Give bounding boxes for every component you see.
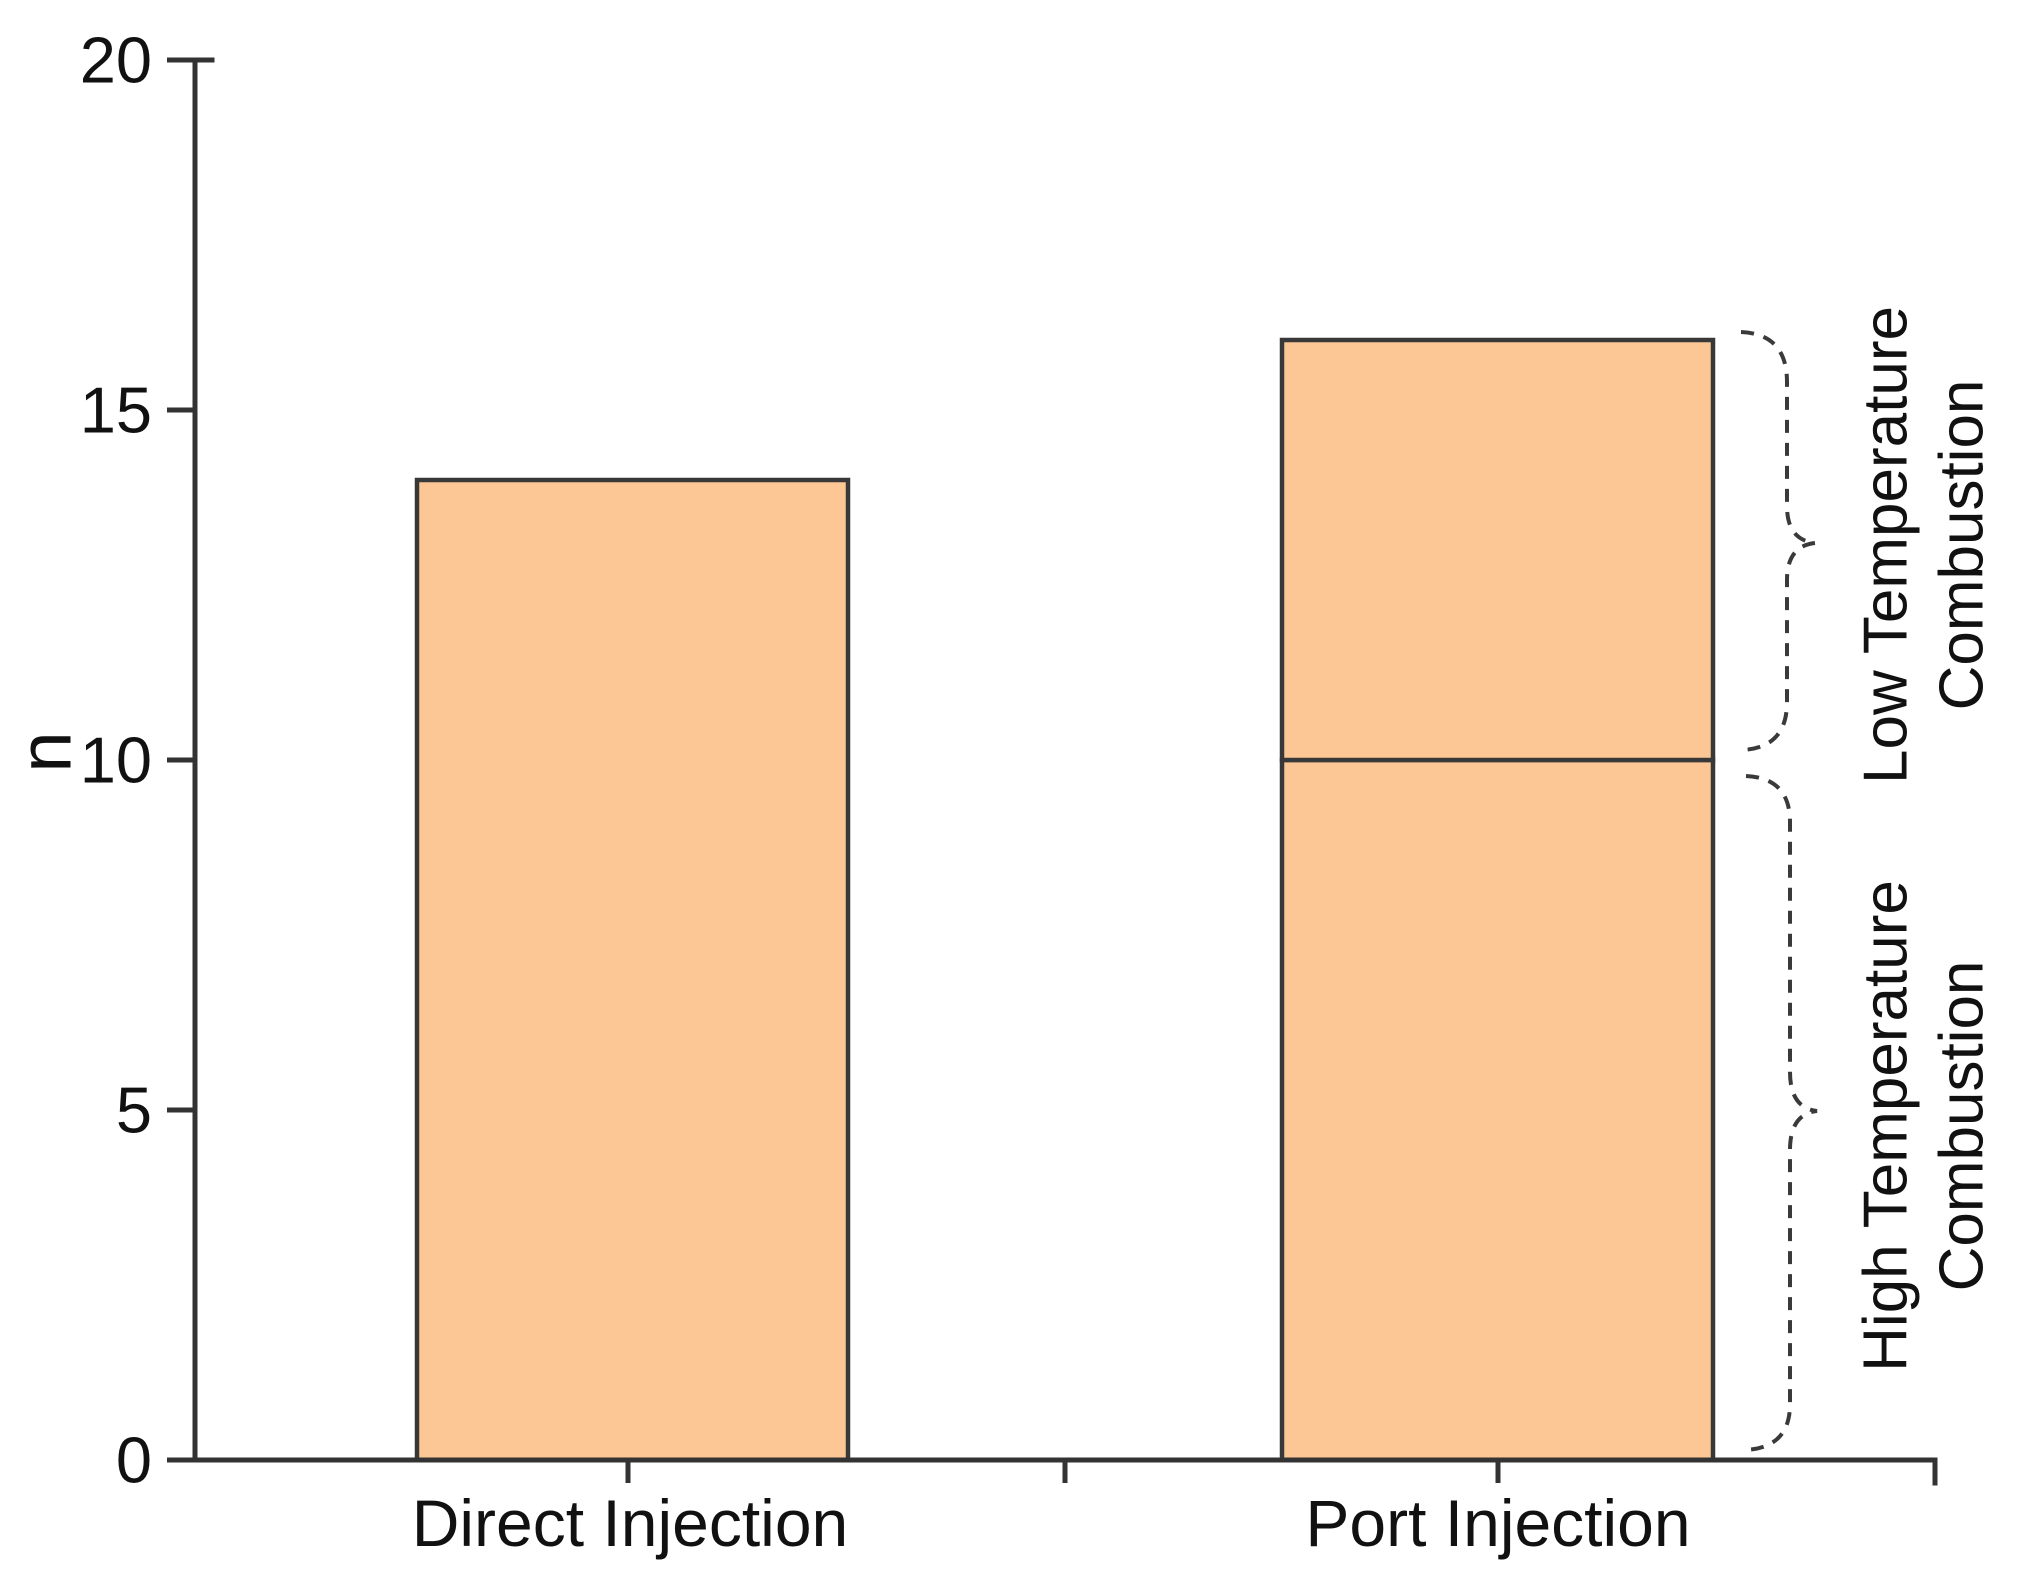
bar-segment [1279,337,1716,763]
bar-direct-injection [414,477,851,1463]
annotation-low-temperature-line1: Low Temperature [1852,306,1921,784]
y-tick-label-5: 5 [116,1074,152,1147]
y-tick-label-15: 15 [80,374,152,447]
bar-port-injection [1279,337,1716,1463]
category-label-direct-injection: Direct Injection [412,1486,849,1560]
annotation-high-temperature-line2: Combustion [1928,961,1997,1292]
brace-low-temperature-combustion [1740,330,1816,752]
y-tick-label-10: 10 [80,724,152,797]
bar-segment [414,477,851,1463]
annotation-low-temperature-line2: Combustion [1928,380,1997,711]
y-tick-label-20: 20 [80,24,152,97]
category-label-port-injection: Port Injection [1305,1486,1690,1560]
annotation-high-temperature-line1: High Temperature [1852,880,1921,1372]
bar-segment [1279,757,1716,1463]
y-tick-label-0: 0 [116,1424,152,1497]
brace-high-temperature-combustion [1744,774,1818,1452]
y-axis-title: n [4,731,87,772]
